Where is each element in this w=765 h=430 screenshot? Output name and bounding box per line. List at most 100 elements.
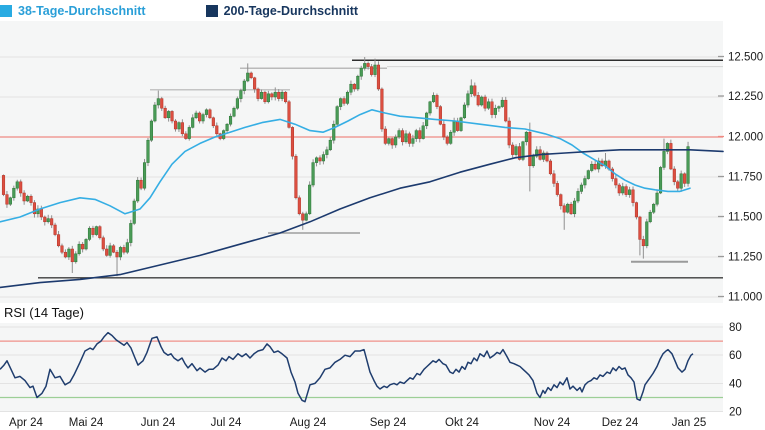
candle-up [12,187,16,199]
price-axis-label: 12.500 [728,52,763,64]
x-axis-label: Sep 24 [370,417,407,429]
candle-up [94,226,98,235]
candle-up [15,181,19,189]
candle-down [39,208,43,218]
rsi-axis-label: 60 [729,350,742,362]
candle-down [277,91,281,99]
legend-item-ma38[interactable]: 38-Tage-Durchschnitt [0,4,146,18]
candle-down [624,186,628,195]
price-axis-label: 11.750 [728,172,762,184]
candle-up [658,167,663,194]
candle-up [132,200,136,224]
candle-up [74,253,78,263]
candle-up [308,184,312,215]
candle-up [394,136,398,146]
candle-up [67,248,71,258]
price-axis-label: 11.000 [728,292,762,304]
candle-up [363,63,367,69]
candle-up [345,91,350,104]
candle-up [332,123,336,141]
candle-down [253,77,257,90]
candle-up [421,125,425,139]
candle-down [318,157,322,162]
candle-up [167,111,171,119]
candle-down [528,131,532,167]
candle-up [311,162,315,186]
candle-up [335,106,339,125]
candle-down [56,234,61,247]
legend-item-ma200[interactable]: 200-Tage-Durchschnitt [205,3,359,18]
candle-down [407,133,411,144]
candle-up [204,109,209,115]
candle-down [173,120,178,130]
main-price-pane [0,21,723,303]
x-axis-label: Jun 24 [141,417,176,429]
candle-up [404,133,408,143]
candle-down [22,192,26,202]
candle-up [531,155,535,167]
candle-up [480,96,484,106]
candle-up [149,120,153,141]
candle-down [122,247,126,253]
candle-up [228,115,233,125]
candle-down [593,163,597,170]
candle-down [545,152,549,162]
candle-up [87,227,92,240]
candle-up [524,131,528,143]
candle-up [259,91,264,99]
candle-down [476,95,480,106]
candle-up [273,91,277,98]
candle-up [125,242,129,253]
candle-up [648,211,652,223]
candle-down [98,226,102,239]
candle-up [411,138,415,144]
candle-up [349,83,353,93]
candle-up [359,67,363,77]
candle-down [676,181,680,189]
ma38-line [0,109,691,223]
candle-up [339,98,343,107]
x-axis-label: Jul 24 [211,417,242,429]
candle-up [280,91,284,99]
candle-down [548,160,553,175]
candle-up [118,247,123,258]
candle-down [634,202,639,218]
candle-up [583,178,587,186]
candle-up [431,95,436,103]
candle-up [187,127,191,139]
rsi-line [0,331,694,403]
candle-down [270,93,274,98]
candle-up [679,173,683,189]
candle-up [665,143,669,152]
candle-down [490,101,494,115]
candle-up [201,114,205,122]
candle-down [366,63,370,67]
candle-down [115,251,119,258]
candle-up [500,99,504,107]
candle-down [5,194,9,205]
candle-down [256,88,260,99]
candle-down [614,178,618,186]
candle-down [294,155,298,199]
candle-up [246,72,250,82]
candle-down [552,173,556,184]
candle-down [70,248,74,263]
candle-down [112,245,116,253]
candle-down [287,101,291,128]
candle-up [397,130,401,138]
price-axis-label: 12.250 [728,91,763,103]
candle-down [380,88,384,130]
candle-up [462,104,467,119]
candle-up [645,221,649,247]
x-axis-label: Aug 24 [290,417,327,429]
candle-up [84,239,88,250]
legend-label-ma200: 200-Tage-Durchschnitt [223,3,359,18]
candle-down [442,123,446,138]
candle-down [610,168,614,179]
candle-up [153,104,157,122]
candle-up [628,189,632,195]
price-axis-label: 11.250 [728,252,762,264]
candle-up [542,152,546,160]
